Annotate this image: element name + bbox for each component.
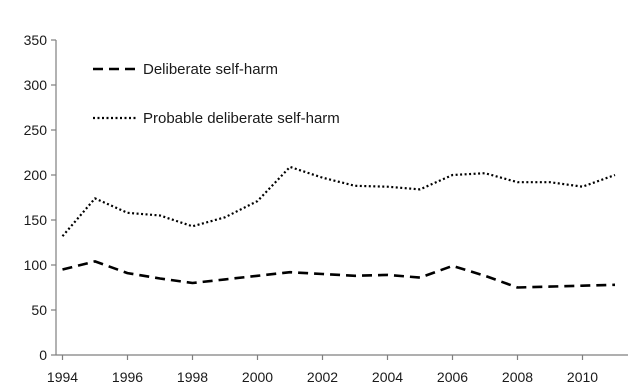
x-tick-label: 2004 [372,369,403,385]
y-tick-label: 300 [24,77,48,93]
legend-label-deliberate-self-harm: Deliberate self-harm [143,61,278,78]
series-line-probable-deliberate-self-harm [61,165,616,237]
x-tick-label: 1998 [177,369,208,385]
y-tick-label: 200 [24,167,48,183]
y-tick-label: 50 [31,302,47,318]
series-line-deliberate-self-harm [62,260,616,289]
x-tick-label: 1994 [47,369,78,385]
y-tick-label: 250 [24,122,48,138]
x-axis: 1994 1996 1998 2000 2002 2004 2006 2008 2010 [47,354,628,385]
y-tick-label: 100 [24,257,48,273]
x-tick-label: 2008 [502,369,533,385]
x-tick-label: 1996 [112,369,143,385]
x-tick-label: 2010 [567,369,598,385]
legend-label-probable-deliberate-self-harm: Probable deliberate self-harm [143,110,340,127]
y-axis: 0 50 100 150 200 250 300 350 [24,32,57,363]
x-tick-label: 2002 [307,369,338,385]
series-lines [61,165,616,289]
y-tick-label: 150 [24,212,48,228]
y-tick-label: 350 [24,32,48,48]
x-tick-label: 2006 [437,369,468,385]
x-tick-label: 2000 [242,369,273,385]
y-tick-label: 0 [39,347,47,363]
legend: Deliberate self-harm Probable deliberate… [93,61,340,127]
